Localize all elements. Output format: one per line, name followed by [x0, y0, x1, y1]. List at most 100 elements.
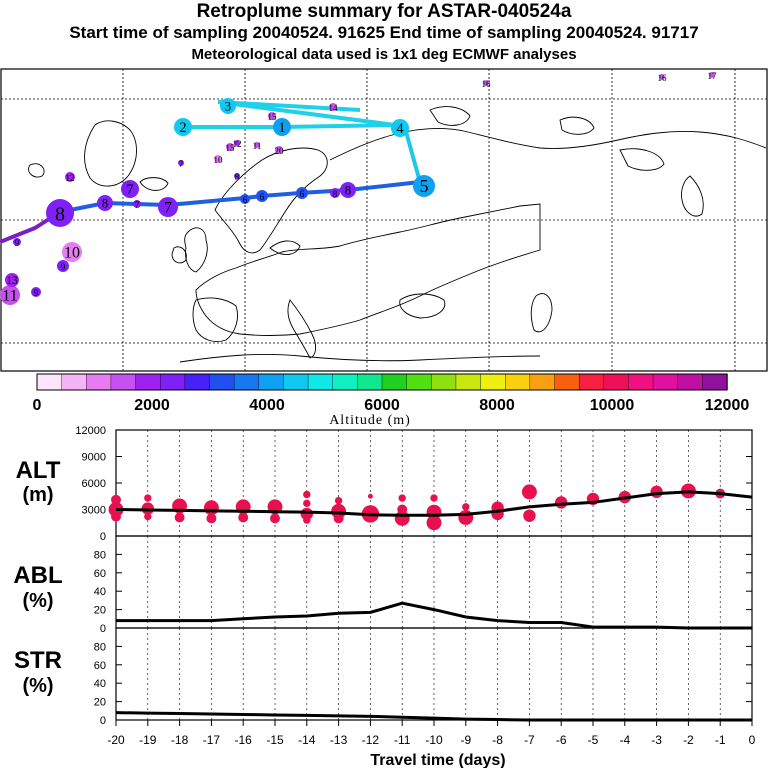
- cluster-marker-9-2: 9: [31, 287, 41, 298]
- x-tick-label: -7: [524, 733, 535, 747]
- str-line: [115, 711, 752, 722]
- colorbar-label: Altitude (m): [329, 413, 411, 428]
- x-tick-label: -4: [619, 733, 630, 747]
- svg-text:9: 9: [61, 262, 66, 273]
- alt-dot: [303, 499, 311, 508]
- cluster-marker-15: 15: [268, 112, 277, 122]
- cluster-marker-8-3: 8: [330, 188, 340, 199]
- alt-dot: [521, 484, 537, 500]
- colorbar-tick-label: 10000: [590, 397, 635, 414]
- cluster-marker-9-1: 9: [13, 238, 21, 248]
- colorbar-cell: [529, 373, 556, 391]
- cluster-marker-6-1: 6: [256, 190, 268, 203]
- cluster-marker-3: 3: [220, 98, 236, 114]
- cluster-marker-8: 8: [46, 199, 74, 227]
- sampling-time-line: Start time of sampling 20040524. 91625 E…: [69, 23, 699, 42]
- colorbar-cell: [554, 373, 580, 391]
- met-data-line: Meteorological data used is 1x1 deg ECMW…: [191, 46, 577, 63]
- alt-ylabel-line1: ALT: [16, 457, 61, 484]
- alt-panel: 0 3000 6000 9000 12000 ALT (m): [16, 425, 753, 543]
- alt-dot: [333, 513, 344, 524]
- alt-dot: [334, 496, 343, 505]
- alt-dot: [462, 503, 470, 511]
- altitude-colorbar: 0 2000 4000 6000 8000 10000 12000 Altitude (m): [33, 373, 750, 428]
- colorbar-cell: [505, 373, 531, 391]
- alt-dot: [203, 500, 219, 516]
- svg-text:10: 10: [64, 245, 80, 262]
- x-tick-label: -14: [298, 733, 316, 747]
- colorbar-cell: [135, 373, 161, 391]
- alt-dot: [650, 485, 663, 499]
- cluster-marker-10: 10: [62, 242, 82, 262]
- abl-ylabel-line2: (%): [22, 590, 53, 612]
- colorbar-cell: [184, 373, 211, 391]
- x-tick-label: -13: [330, 733, 348, 747]
- alt-ytick-label: 9000: [82, 452, 106, 464]
- cluster-marker-1: 1: [273, 118, 291, 136]
- colorbar-frame: [36, 373, 728, 391]
- cluster-marker-2: 2: [174, 118, 192, 136]
- colorbar-cell: [86, 373, 112, 391]
- colorbar-cell: [628, 373, 654, 391]
- alt-dot: [111, 511, 121, 522]
- abl-ylabel-line1: ABL: [13, 562, 62, 589]
- str-panel: 0 20 40 60 80 STR (%): [14, 627, 753, 727]
- svg-text:10: 10: [214, 155, 224, 165]
- svg-text:12: 12: [66, 173, 75, 183]
- svg-text:20: 20: [275, 146, 285, 156]
- colorbar-cell: [381, 373, 408, 391]
- svg-text:5: 5: [420, 176, 429, 196]
- cluster-marker-6-2: 6: [240, 194, 250, 205]
- colorbar-cell: [455, 373, 482, 391]
- colorbar-tick-label: 6000: [364, 397, 400, 414]
- alt-dot: [426, 515, 442, 531]
- svg-text:9: 9: [15, 238, 20, 248]
- abl-ytick-label: 80: [94, 549, 106, 561]
- cluster-marker-7: 7: [121, 180, 139, 198]
- svg-text:8: 8: [345, 183, 351, 197]
- colorbar-tick-label: 4000: [249, 397, 285, 414]
- cluster-marker-12: 12: [65, 172, 75, 183]
- x-tick-label: -2: [683, 733, 694, 747]
- cluster-marker-12-1: 12: [233, 139, 242, 149]
- x-tick-label: -9: [460, 733, 471, 747]
- svg-text:4: 4: [396, 121, 403, 137]
- alt-dot: [398, 494, 406, 502]
- colorbar-cell: [652, 373, 679, 391]
- svg-text:7: 7: [135, 200, 140, 210]
- map-frame: [0, 68, 768, 372]
- alt-ytick-label: 0: [100, 531, 106, 543]
- cluster-marker-13: 13: [5, 273, 19, 287]
- svg-text:14: 14: [329, 103, 339, 113]
- colorbar-tick-label: 12000: [705, 397, 750, 414]
- x-tick-label: -11: [394, 733, 411, 747]
- alt-dot: [238, 512, 249, 523]
- cluster-marker-7-1: 7: [158, 197, 178, 217]
- colorbar-cell: [332, 373, 359, 391]
- trajectory-main: [59, 180, 421, 214]
- travel-time-axis: -20 -19 -18 -17 -16 -15 -14 -13 -12 -11 -10 -9 -8 -7-…: [107, 720, 756, 747]
- alt-ytick-label: 6000: [82, 478, 106, 490]
- str-ytick-label: 40: [94, 678, 106, 690]
- alt-dot: [303, 490, 311, 499]
- x-axis-label: Travel time (days): [370, 752, 505, 768]
- alt-dot: [270, 513, 280, 524]
- str-ylabel-line2: (%): [22, 675, 53, 697]
- x-tick-label: -10: [425, 733, 443, 747]
- cluster-marker-6: 6: [296, 187, 308, 200]
- svg-text:7: 7: [126, 182, 133, 198]
- svg-text:12: 12: [233, 139, 242, 149]
- colorbar-cell: [307, 373, 334, 391]
- x-tick-label: -20: [107, 733, 125, 747]
- svg-text:6: 6: [260, 192, 265, 203]
- colorbar-cell: [357, 373, 383, 391]
- colorbar-cell: [431, 373, 457, 391]
- svg-text:7: 7: [164, 200, 172, 217]
- alt-dot: [430, 494, 438, 502]
- svg-text:3: 3: [225, 99, 231, 113]
- svg-text:1: 1: [278, 120, 285, 136]
- colorbar-cell: [406, 373, 432, 391]
- abl-panel: 0 20 40 60 80 ABL (%): [13, 535, 753, 635]
- str-ytick-label: 20: [94, 697, 106, 709]
